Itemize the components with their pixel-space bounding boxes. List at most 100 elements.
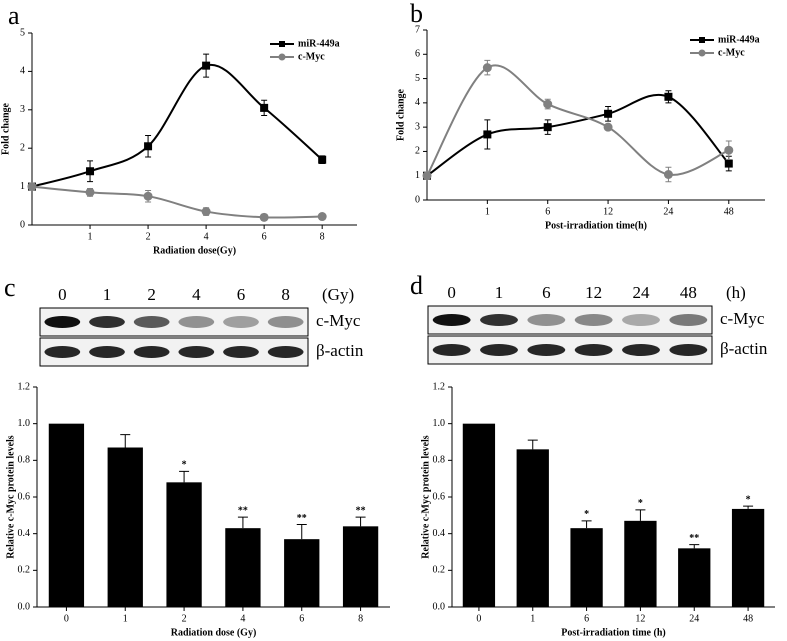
marker xyxy=(317,212,327,222)
y-tick-label: 0.0 xyxy=(433,601,446,612)
x-tick-label: 1 xyxy=(88,231,93,242)
x-tick-label: 48 xyxy=(724,206,734,217)
y-tick-label: 0.2 xyxy=(433,565,446,576)
y-tick-label: 1.2 xyxy=(18,381,31,392)
y-axis-label: Relative c-Myc protein levels xyxy=(420,435,431,558)
y-tick-label: 4 xyxy=(20,66,25,77)
x-tick-label: 0 xyxy=(476,613,481,624)
x-axis-label: Radiation dose (Gy) xyxy=(171,627,257,638)
bar xyxy=(624,520,657,607)
lane-label: 6 xyxy=(542,283,551,302)
marker xyxy=(724,145,734,155)
blot-band xyxy=(432,344,471,356)
lane-label: 2 xyxy=(147,285,156,304)
panel-label: a xyxy=(8,1,20,30)
lane-label: 1 xyxy=(495,283,504,302)
bar xyxy=(570,528,603,607)
bar xyxy=(107,447,143,607)
y-tick-label: 0.6 xyxy=(18,491,31,502)
x-tick-label: 4 xyxy=(204,231,209,242)
significance: * xyxy=(584,509,589,520)
x-tick-label: 48 xyxy=(743,613,753,624)
x-tick-label: 12 xyxy=(635,613,645,624)
bar xyxy=(462,423,496,607)
blot-band xyxy=(574,344,613,356)
blot-unit: (Gy) xyxy=(322,285,354,304)
y-tick-label: 1 xyxy=(20,181,25,192)
lane-label: 1 xyxy=(103,285,112,304)
y-tick-label: 1 xyxy=(415,170,420,181)
x-tick-label: 1 xyxy=(530,613,535,624)
x-tick-label: 4 xyxy=(240,613,245,624)
legend-marker xyxy=(698,49,706,57)
error-bar xyxy=(527,439,538,450)
x-tick-label: 24 xyxy=(663,206,673,217)
series-line xyxy=(31,185,323,219)
blot-band xyxy=(574,314,613,326)
y-tick-label: 0 xyxy=(20,219,25,230)
y-tick-label: 5 xyxy=(20,27,25,38)
x-tick-label: 2 xyxy=(146,231,151,242)
bar xyxy=(342,526,379,607)
marker xyxy=(27,182,37,192)
marker xyxy=(318,155,327,164)
panel-label: d xyxy=(410,271,423,300)
y-tick-label: 7 xyxy=(415,24,420,35)
blot-band xyxy=(527,314,566,326)
blot-band xyxy=(133,346,170,358)
y-axis-label: Fold change xyxy=(0,102,11,155)
y-tick-label: 0.2 xyxy=(18,565,31,576)
x-tick-label: 6 xyxy=(584,613,589,624)
blot-band xyxy=(622,344,660,356)
y-tick-label: 0.4 xyxy=(433,528,446,539)
bar xyxy=(516,449,549,607)
blot-band xyxy=(44,316,81,328)
y-tick-label: 0.8 xyxy=(433,455,446,466)
y-tick-label: 3 xyxy=(20,104,25,115)
legend-label: c-Myc xyxy=(298,51,325,62)
blot-band xyxy=(223,346,259,358)
lane-label: 0 xyxy=(58,285,67,304)
blot-row-label: β-actin xyxy=(316,341,364,360)
blot-unit: (h) xyxy=(726,283,746,302)
series-line xyxy=(426,94,730,177)
x-tick-label: 8 xyxy=(358,613,363,624)
x-axis-label: Post-irradiation time (h) xyxy=(561,627,665,638)
blot-band xyxy=(44,346,81,358)
marker xyxy=(201,207,211,217)
marker xyxy=(604,109,613,118)
blot-band xyxy=(527,344,566,356)
bar xyxy=(48,423,85,607)
significance: ** xyxy=(297,513,307,524)
legend-marker xyxy=(699,37,705,43)
error-bar xyxy=(689,544,700,549)
marker xyxy=(143,191,153,201)
x-tick-label: 12 xyxy=(603,206,613,217)
y-tick-label: 1.2 xyxy=(433,381,446,392)
blot-band xyxy=(133,316,170,328)
x-tick-label: 6 xyxy=(299,613,304,624)
series-line xyxy=(31,63,323,188)
bar xyxy=(284,539,320,607)
y-tick-label: 1.0 xyxy=(18,418,31,429)
marker xyxy=(724,159,733,168)
blot-band xyxy=(480,314,518,326)
y-axis-label: Fold change xyxy=(395,88,406,141)
y-tick-label: 0 xyxy=(415,194,420,205)
blot-frame xyxy=(39,337,309,367)
marker xyxy=(483,130,492,139)
y-tick-label: 4 xyxy=(415,97,420,108)
marker xyxy=(144,142,153,151)
blot-band xyxy=(223,316,259,328)
blot-band xyxy=(178,346,215,358)
x-tick-label: 6 xyxy=(545,206,550,217)
blot-row-label: β-actin xyxy=(720,339,768,358)
lane-label: 6 xyxy=(237,285,246,304)
significance: ** xyxy=(238,505,248,516)
lane-label: 8 xyxy=(281,285,290,304)
bar xyxy=(731,508,765,607)
significance: ** xyxy=(356,505,366,516)
marker xyxy=(543,123,552,132)
blot-frame xyxy=(39,307,309,337)
